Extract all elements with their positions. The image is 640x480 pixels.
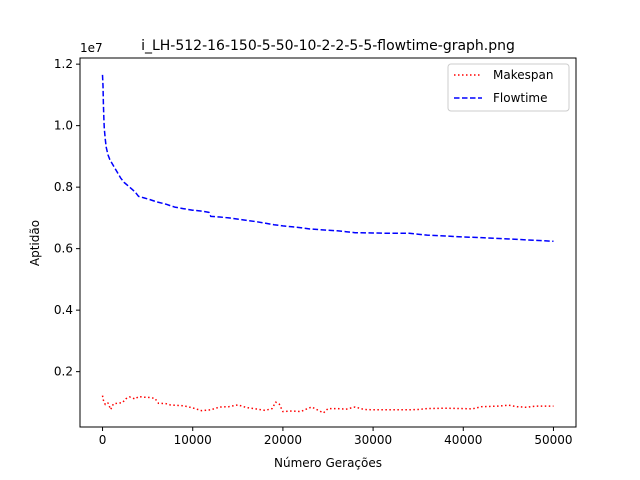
y-axis: 0.2 0.4 0.6 0.8 1.0 1.2 [54,57,80,379]
x-tick-label: 10000 [174,433,212,447]
legend-makespan-label: Makespan [493,68,553,82]
y-axis-label: Aptidão [28,220,42,266]
series-line-makespan [101,395,554,414]
x-tick-label: 0 [99,433,107,447]
x-axis-label: Número Gerações [274,456,382,470]
y-tick-label: 0.8 [54,180,73,194]
plot-area [79,57,577,428]
x-tick-label: 20000 [264,433,302,447]
x-tick-label: 40000 [444,433,482,447]
legend: Makespan Flowtime [447,63,570,112]
series-layer [101,74,554,414]
legend-flowtime-label: Flowtime [493,91,548,105]
y-tick-label: 0.2 [54,365,73,379]
x-tick-label: 50000 [534,433,572,447]
y-tick-label: 0.4 [54,303,73,317]
x-axis: 0 10000 20000 30000 40000 50000 [99,427,573,447]
series-line-flowtime [101,74,554,243]
y-tick-label: 1.0 [54,119,73,133]
chart-title: i_LH-512-16-150-5-50-10-2-2-5-5-flowtime… [141,38,515,54]
y-offset-label: 1e7 [80,41,103,55]
axes-frame [79,57,577,428]
x-tick-label: 30000 [354,433,392,447]
y-tick-label: 1.2 [54,57,73,71]
y-tick-label: 0.6 [54,242,73,256]
